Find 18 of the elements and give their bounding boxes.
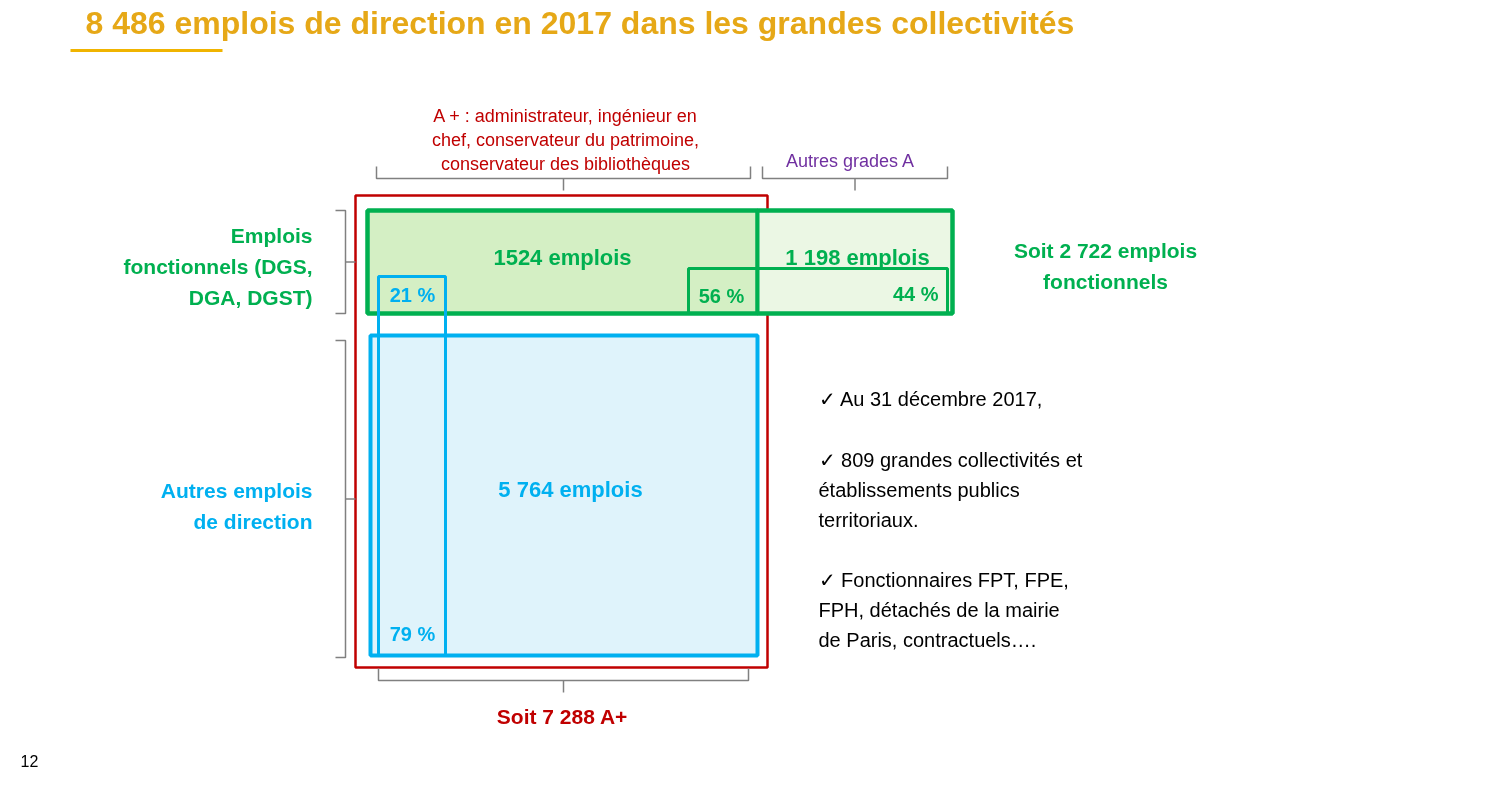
data-label: 1524 emplois — [493, 245, 632, 270]
text: ✓ Au 31 décembre 2017, — [818, 387, 1043, 410]
text: ✓ Fonctionnaires FPT, FPE, FPH, détachés de la mairie de Paris, contractuels…. — [818, 568, 1069, 651]
text: 44 % — [892, 282, 939, 305]
text: Soit 7 288 A+ — [496, 705, 628, 728]
text: 79 % — [389, 622, 436, 645]
text: 21 % — [389, 283, 436, 306]
text: ✓ 809 grandes collectivités et établissements publics territoriaux. — [818, 448, 1083, 531]
category-label: A + : administrateur, ingénieur en chef, conservateur du patrimoine, conservateur des bibliothèques — [431, 105, 700, 174]
category-label: Autres grades A — [785, 150, 915, 171]
text: Emplois fonctionnels (DGS, DGA, DGST) — [123, 224, 313, 309]
text: 12 — [20, 752, 39, 770]
text: 8 486 emplois de direction en 2017 dans les grandes collectivités — [85, 4, 1075, 41]
text: Soit 2 722 emplois fonctionnels — [1013, 239, 1198, 293]
data-label: 5 764 emplois — [498, 477, 643, 502]
text: Autres emplois de direction — [160, 479, 313, 533]
text: 56 % — [698, 284, 745, 307]
data-label: 1 198 emplois — [785, 245, 930, 270]
